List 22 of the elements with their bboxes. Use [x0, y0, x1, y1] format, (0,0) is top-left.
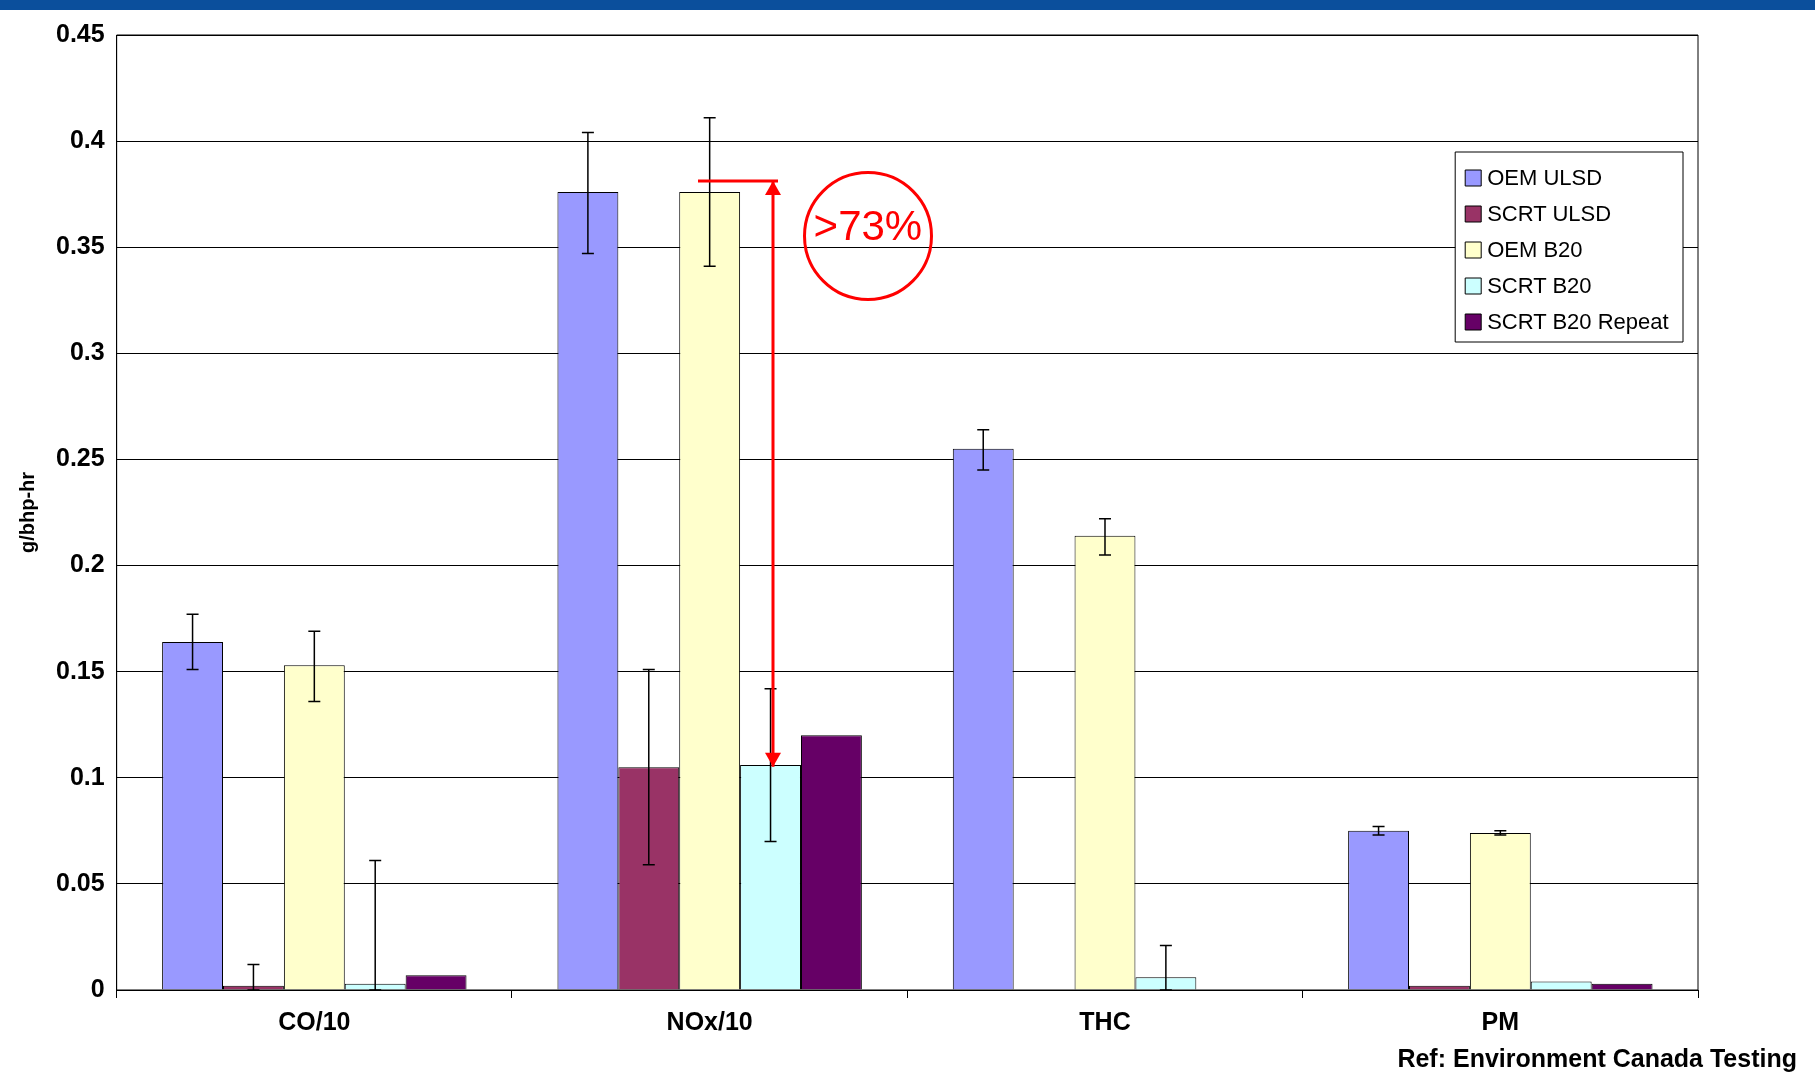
x-tick-label: CO/10	[278, 1006, 351, 1035]
y-tick-label: 0.05	[55, 867, 105, 896]
text: Ref: Environment Canada Testing	[1396, 1044, 1798, 1073]
y-tick-label: 0.15	[55, 655, 105, 684]
y-tick-label: 0.25	[55, 443, 105, 472]
legend-label: OEM B20	[1487, 237, 1583, 263]
y-tick-label: 0.1	[69, 761, 105, 790]
legend-label: SCRT B20	[1487, 273, 1592, 299]
x-tick-label: NOx/10	[666, 1006, 753, 1035]
legend-label: SCRT B20 Repeat	[1487, 309, 1669, 335]
y-tick-label: 0.35	[55, 231, 105, 260]
y-axis-title: g/bhp-hr	[15, 471, 38, 554]
legend-label: OEM ULSD	[1487, 165, 1603, 191]
y-tick-label: 0.4	[69, 125, 105, 153]
annotation: >73%	[812, 202, 924, 251]
x-tick-label: THC	[1079, 1006, 1131, 1035]
y-tick-label: 0	[90, 973, 105, 1002]
y-tick-label: 0.45	[55, 18, 105, 47]
x-tick-label: PM	[1481, 1006, 1520, 1035]
legend-label: SCRT ULSD	[1487, 201, 1612, 227]
y-tick-label: 0.2	[69, 549, 105, 578]
y-tick-label: 0.3	[69, 337, 105, 366]
